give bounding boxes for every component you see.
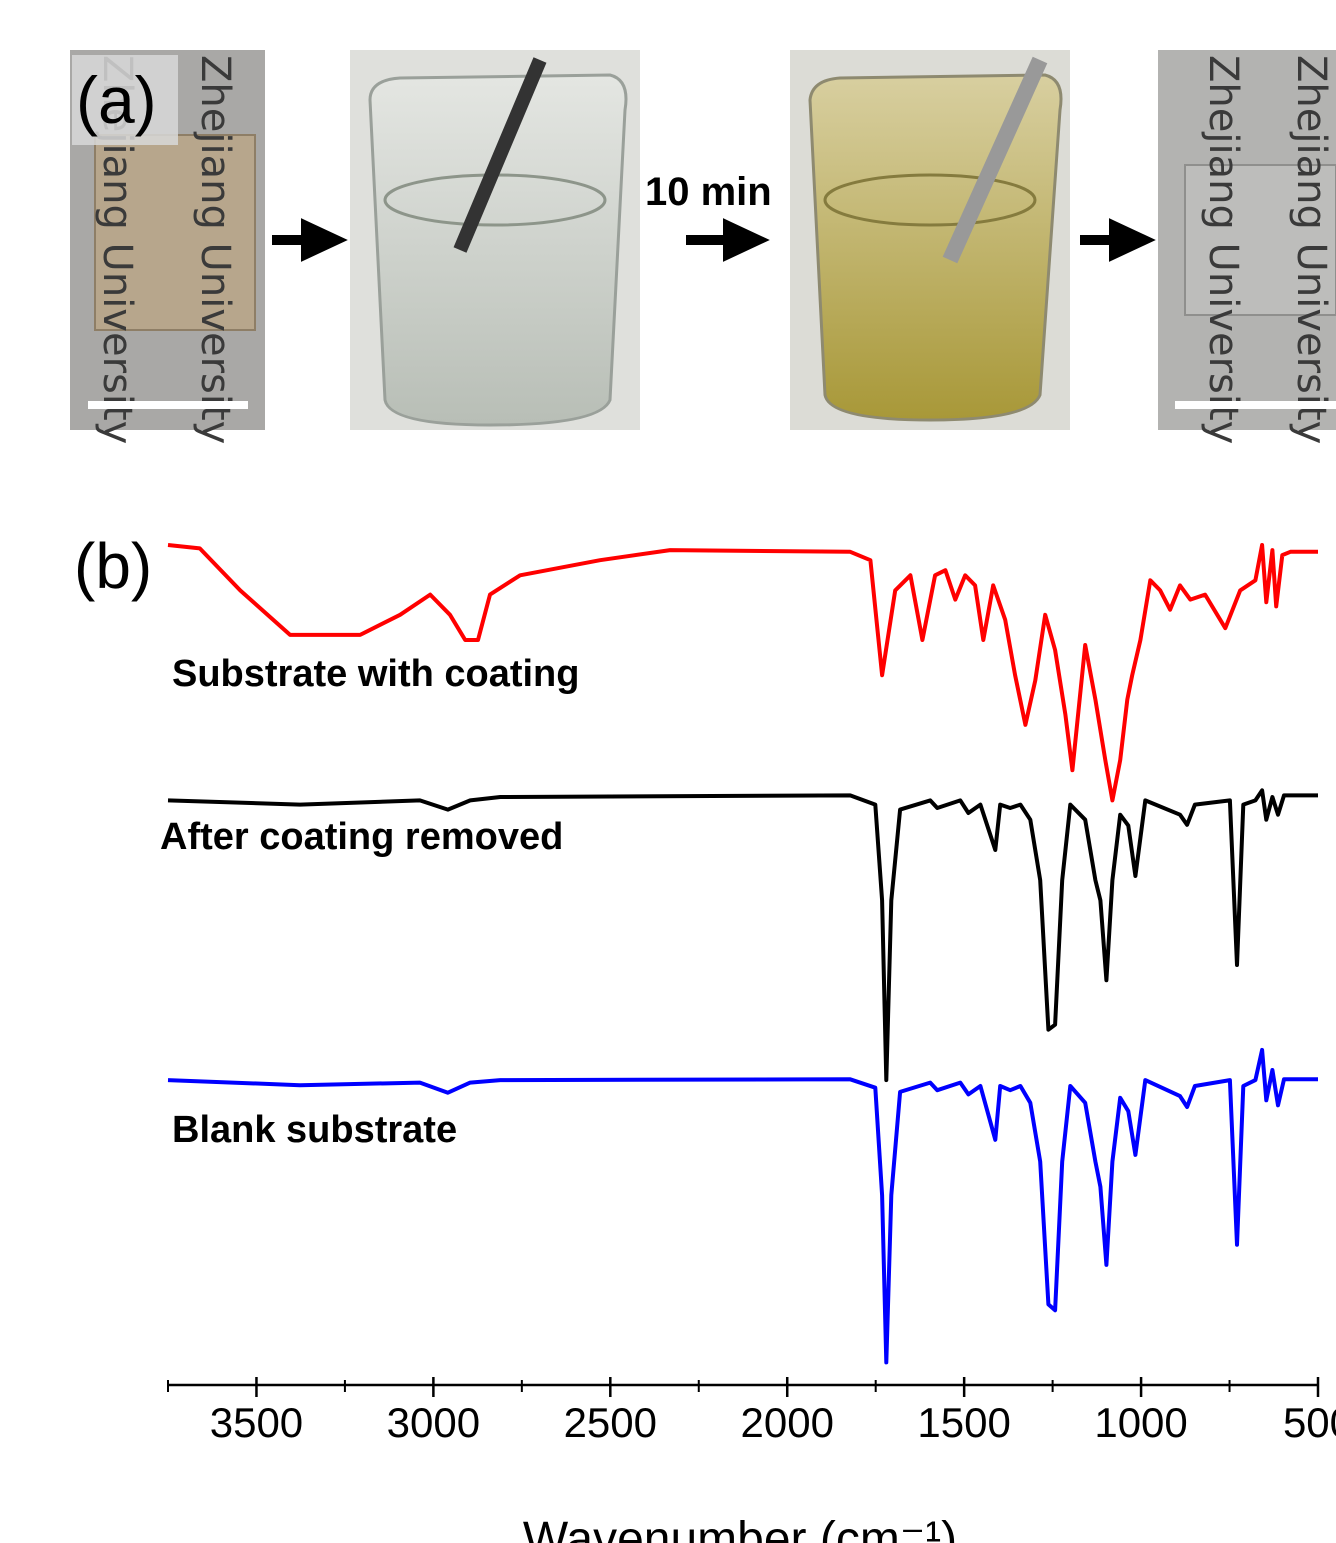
x-tick-label: 3500 — [210, 1399, 303, 1446]
x-tick-label: 500 — [1283, 1399, 1336, 1446]
spectrum-line — [167, 788, 1318, 1083]
panel-label: (a) — [76, 63, 157, 137]
arrow — [272, 218, 348, 262]
series-label: Blank substrate — [172, 1109, 457, 1151]
photo-beaker-clear — [350, 50, 640, 430]
x-tick-label: 1500 — [917, 1399, 1010, 1446]
photo-after: Zhejiang University Zhejiang University — [1158, 50, 1336, 444]
series-label: After coating removed — [160, 816, 563, 858]
photo-before: Zhejiang University Zhejiang University … — [70, 50, 265, 444]
photo-text: Zhejiang University — [1288, 55, 1334, 444]
plot: 3500 3000 2500 2000 1500 1000 500 Substrate wit… — [160, 543, 1336, 1446]
spectrum-line — [167, 543, 1318, 803]
arrow — [1080, 218, 1156, 262]
panel-label: (b) — [74, 530, 152, 602]
arrow — [686, 218, 770, 262]
x-tick-label: 1000 — [1094, 1399, 1187, 1446]
photo-text: Zhejiang University — [1200, 55, 1246, 444]
x-tick-label: 3000 — [387, 1399, 480, 1446]
series-label: Substrate with coating — [172, 653, 579, 695]
photo-text: Zhejiang University — [192, 55, 238, 444]
time-label: 10 min — [645, 170, 772, 214]
x-axis-label: Wavenumber (cm⁻¹) — [523, 1513, 957, 1543]
x-tick-label: 2000 — [741, 1399, 834, 1446]
spectrum-line — [167, 1047, 1318, 1365]
x-tick-label: 2500 — [564, 1399, 657, 1446]
photo-beaker-yellow — [790, 50, 1070, 430]
